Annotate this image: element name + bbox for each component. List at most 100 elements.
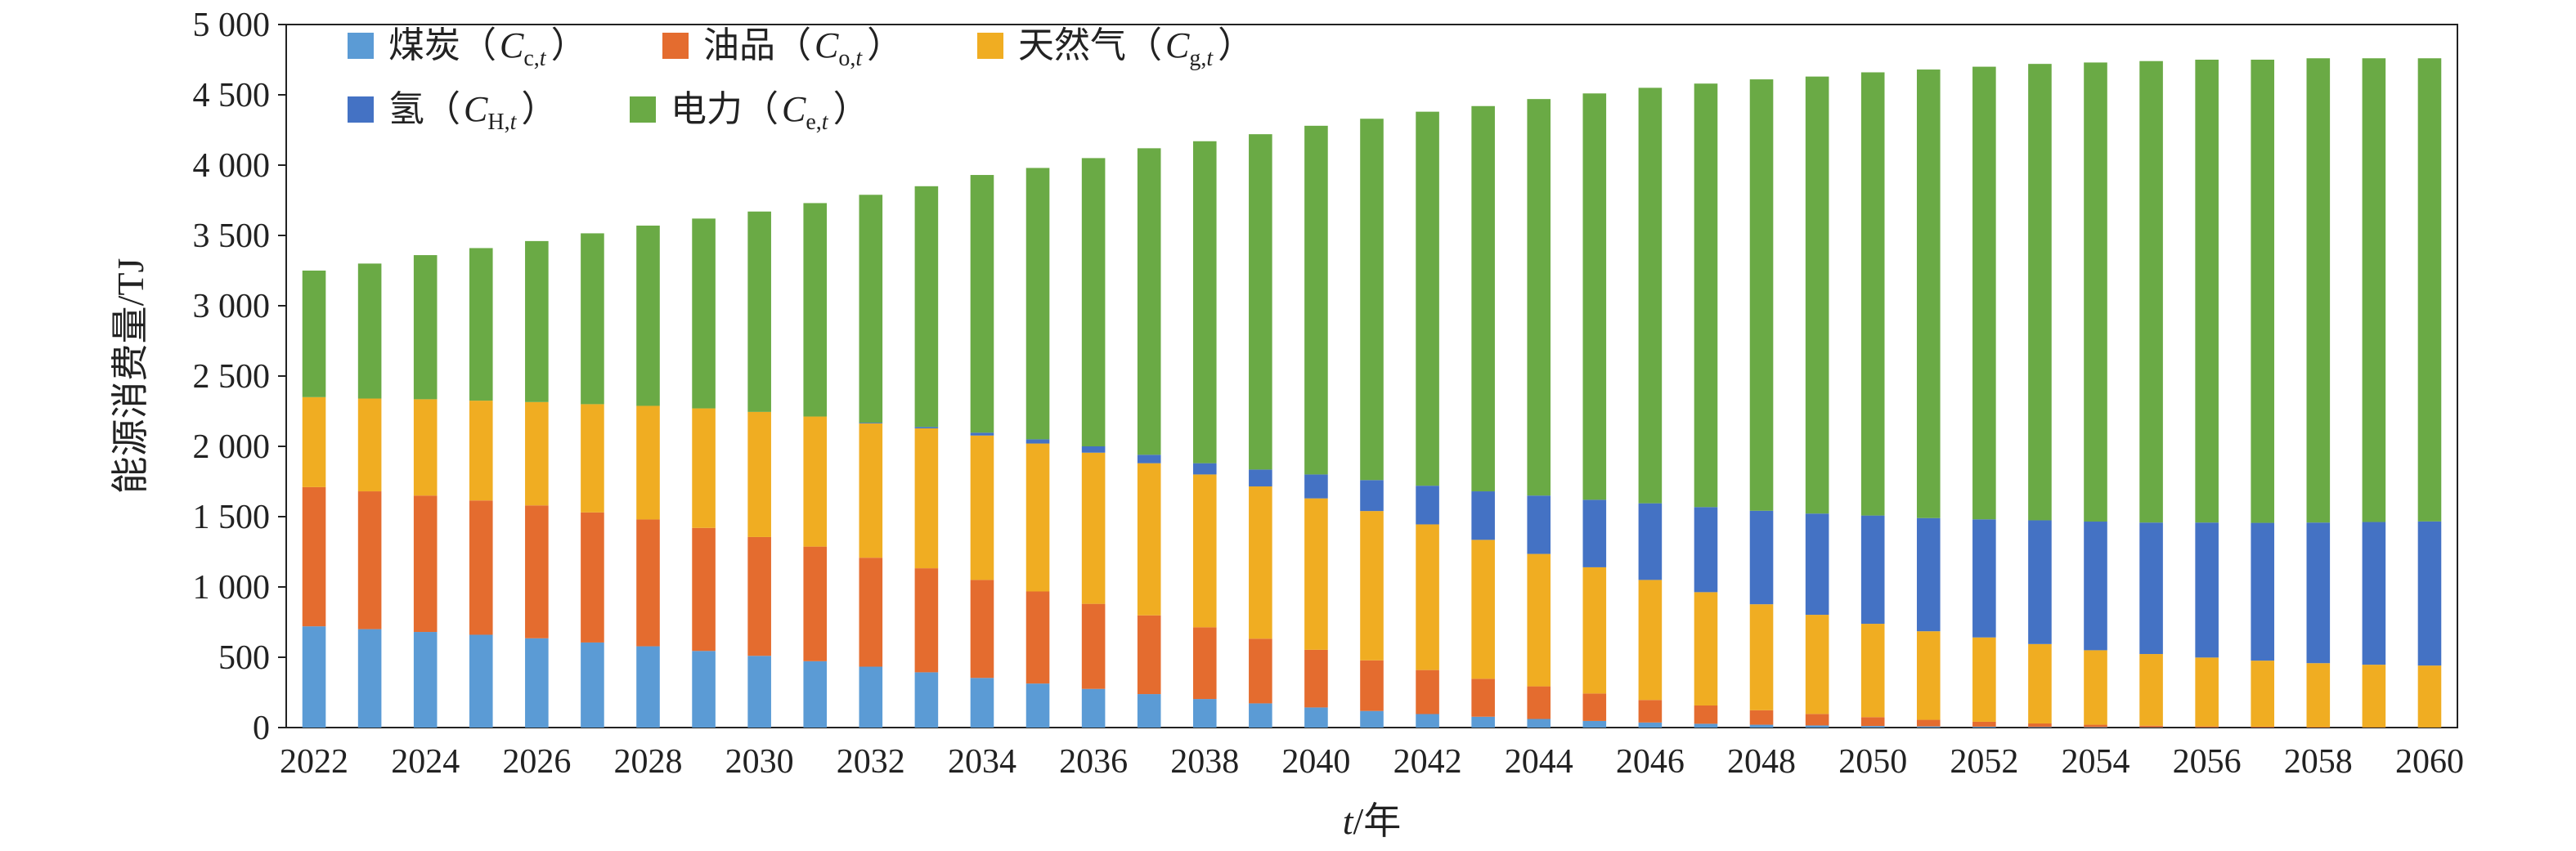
bar-segment <box>469 248 493 401</box>
bar-segment <box>1137 615 1161 695</box>
bar-segment <box>1916 631 1941 720</box>
bar-segment <box>747 656 771 728</box>
x-tick-label: 2036 <box>1059 743 1128 781</box>
bar-segment <box>2417 58 2442 522</box>
legend: 煤炭（Cc,t）油品（Co,t）天然气（Cg,t ）氢（CH,t）电力（Ce,t） <box>348 25 1254 135</box>
y-tick-label: 4 000 <box>193 147 271 185</box>
legend-swatch <box>348 96 374 123</box>
bar-segment <box>692 527 716 652</box>
bar-segment <box>692 408 716 528</box>
bar-segment <box>525 638 549 728</box>
bar-segment <box>413 255 438 400</box>
bar-segment <box>1638 700 1663 723</box>
x-tick-label: 2046 <box>1616 743 1685 781</box>
bar-segment <box>2306 727 2331 728</box>
legend-item: 天然气（Cg,t） <box>977 25 1254 71</box>
bar-segment <box>2251 60 2275 523</box>
bar-segment <box>1749 710 1774 725</box>
y-tick-label: 5 000 <box>193 7 271 44</box>
bar-segment <box>2417 521 2442 666</box>
bar-segment <box>1860 515 1885 625</box>
legend-label-close: ） <box>1218 25 1254 65</box>
bar-segment <box>859 423 883 558</box>
legend-label-symbol: C <box>500 25 524 65</box>
bar-segment <box>970 435 994 580</box>
legend-item: 电力（Ce,t） <box>630 89 869 135</box>
bar-segment <box>1972 726 1996 728</box>
bar-segment <box>1192 699 1217 728</box>
bar-segment <box>1025 439 1050 444</box>
bar-segment <box>413 632 438 728</box>
bar-segment <box>302 396 326 487</box>
bar-segment <box>1638 503 1663 580</box>
bar-segment <box>1416 714 1439 728</box>
bar-segment <box>1638 580 1663 701</box>
bar-segment <box>469 634 493 728</box>
legend-label-subscript-var: t <box>855 46 863 71</box>
bar-segment <box>1081 603 1106 689</box>
bar-segment <box>747 536 771 656</box>
y-axis: 0 500 1 000 1 500 2 000 2 500 3 000 3 500 4 000 4… <box>193 7 286 747</box>
legend-label-symbol: C <box>782 89 806 129</box>
bar-segment <box>2139 725 2163 728</box>
bar-segment <box>2084 727 2107 728</box>
bar-segment <box>1249 638 1272 704</box>
bar-segment <box>1916 726 1941 728</box>
bar-segment <box>803 203 828 417</box>
bar-segment <box>1805 513 1829 616</box>
x-tick-label: 2026 <box>502 743 571 781</box>
bar-segment <box>525 240 549 402</box>
legend-label-close: ） <box>551 25 587 65</box>
bar-segment <box>914 672 939 728</box>
bar-segment <box>1081 446 1106 453</box>
bar-segment <box>302 486 326 627</box>
bar-segment <box>1527 686 1551 719</box>
bar-segment <box>2084 724 2107 728</box>
bar-segment <box>2084 650 2107 725</box>
x-tick-label: 2032 <box>837 743 905 781</box>
bar-segment <box>1694 507 1718 593</box>
y-tick-label: 500 <box>218 639 270 677</box>
bar-segment <box>1972 721 1996 727</box>
bar-segment <box>413 495 438 633</box>
bar-segment <box>581 233 604 405</box>
bar-segment <box>1360 710 1384 728</box>
bar-segment <box>1025 683 1050 728</box>
legend-label-subscript-var: t <box>1206 46 1214 71</box>
bar-segment <box>525 401 549 506</box>
bar-segment <box>581 404 604 513</box>
bar-segment <box>859 195 883 423</box>
bar-segment <box>2306 522 2331 664</box>
legend-label-subscript: e, <box>806 110 821 135</box>
bar-segment <box>970 432 994 436</box>
bar-segment <box>1304 474 1328 499</box>
bar-segment <box>1249 469 1272 487</box>
legend-label-symbol: C <box>1165 25 1190 65</box>
bar-segment <box>525 505 549 638</box>
bar-segment <box>1694 83 1718 508</box>
bar-segment <box>1192 463 1217 475</box>
legend-label: 煤炭（Cc,t） <box>388 25 587 71</box>
bar-segment <box>1527 553 1551 687</box>
bar-segment <box>2251 522 2275 661</box>
bar-segment <box>357 491 382 629</box>
bar-segment <box>1694 723 1718 728</box>
bar-segment <box>581 642 604 728</box>
legend-label: 氢（CH,t） <box>388 89 557 135</box>
bar-segment <box>1749 510 1774 605</box>
bar-segment <box>1638 722 1663 728</box>
bar-segment <box>2362 665 2386 728</box>
legend-label-subscript: c, <box>523 46 539 71</box>
legend-item: 油品（Co,t） <box>662 25 903 71</box>
bar-segment <box>1638 87 1663 504</box>
legend-label: 电力（Ce,t） <box>671 89 869 135</box>
legend-label-cn: 电力（ <box>671 89 779 129</box>
bar-segment <box>1360 119 1384 481</box>
x-axis-title-rest: /年 <box>1353 800 1402 842</box>
bar-segment <box>1471 679 1495 717</box>
bar-segment <box>2028 64 2052 521</box>
bar-segment <box>1805 714 1829 726</box>
bar-segment <box>859 666 883 728</box>
legend-label-cn: 油品（ <box>703 25 811 65</box>
bar-segment <box>2306 58 2331 523</box>
